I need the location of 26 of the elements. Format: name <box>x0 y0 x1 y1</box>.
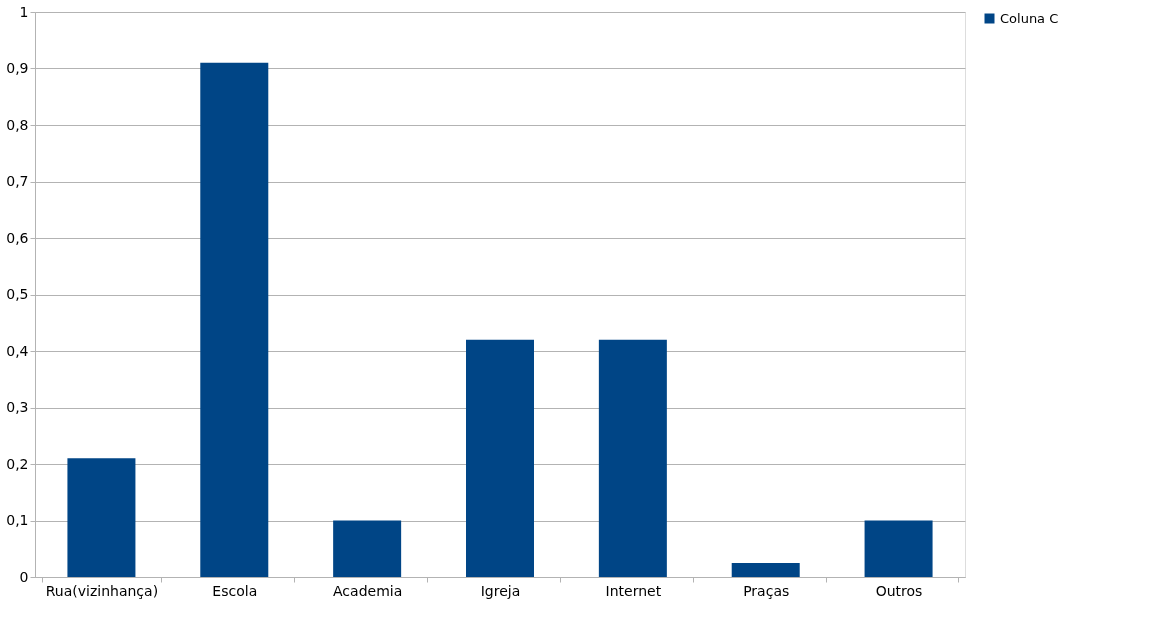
x-tick-label: Academia <box>333 582 403 599</box>
y-tick-label: 0,6 <box>6 229 29 246</box>
x-tick-label: Praças <box>743 582 790 599</box>
bar <box>466 339 534 577</box>
bar <box>731 562 800 577</box>
x-tick-label: Igreja <box>480 582 521 599</box>
y-tick-label: 0,8 <box>6 116 29 133</box>
y-tick-label: 0,9 <box>6 60 29 76</box>
y-tick-label: 0,7 <box>6 173 29 189</box>
x-tick-label: Escola <box>212 582 258 599</box>
x-tick-label: Internet <box>605 582 662 599</box>
x-tick-label: Outros <box>875 582 923 599</box>
bar <box>200 62 269 577</box>
y-tick-label: 0,4 <box>6 342 29 359</box>
bar <box>67 458 136 577</box>
x-tick-label: Rua(vizinhança) <box>45 582 159 599</box>
bar <box>598 339 667 577</box>
legend-label: Coluna C <box>1000 10 1059 26</box>
y-tick-label: 0,3 <box>6 399 29 415</box>
y-tick-label: 1 <box>19 3 29 20</box>
y-tick-label: 0,2 <box>6 455 29 472</box>
y-tick-label: 0,1 <box>6 512 29 528</box>
y-tick-label: 0,5 <box>6 286 29 302</box>
bar <box>864 520 933 577</box>
bar <box>333 520 402 577</box>
y-tick-label: 0 <box>19 568 29 585</box>
